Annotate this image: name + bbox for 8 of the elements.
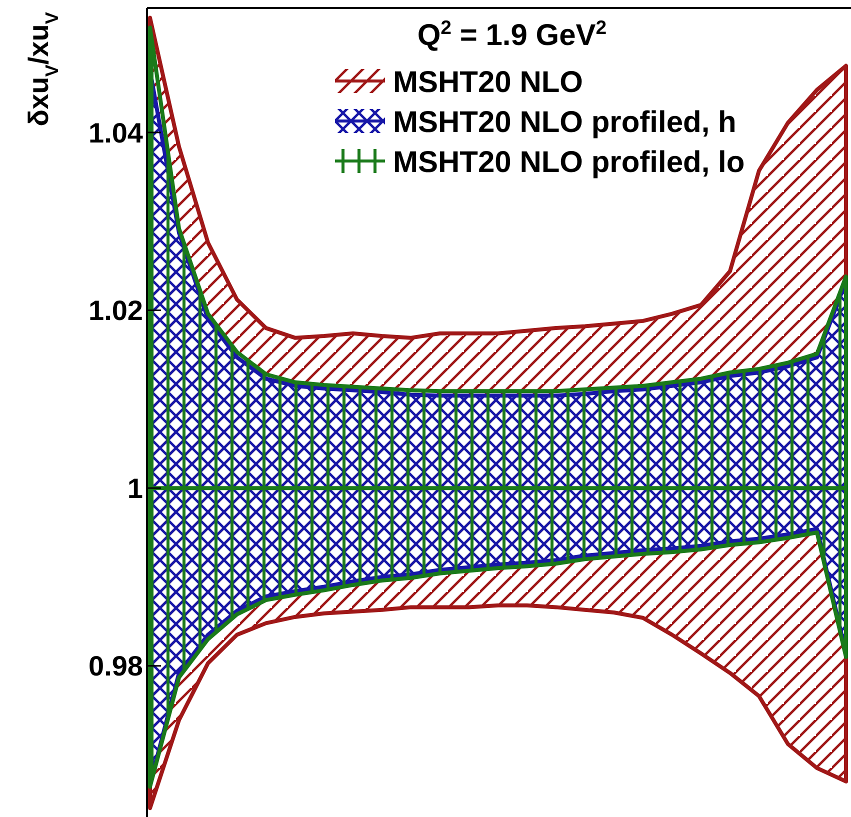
legend-label: MSHT20 NLO profiled, lo [393,146,745,179]
y-tick-label: 0.98 [88,650,143,682]
y-tick-label: 1.02 [88,295,143,326]
legend-label: MSHT20 NLO profiled, h [393,106,736,139]
chart-title: Q$^{2}$ = 1.9 GeV$^{2}$ [417,17,607,52]
y-tick-label: 1 [127,472,143,504]
y-tick-label: 1.04 [88,117,144,148]
legend-label: MSHT20 NLO [393,66,584,99]
